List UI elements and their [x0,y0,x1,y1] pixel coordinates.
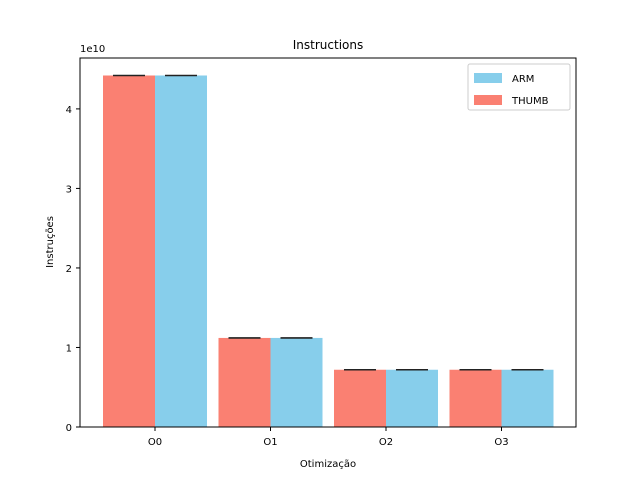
bars-group [103,75,554,427]
x-tick-label: O3 [494,437,508,448]
legend-label-arm: ARM [512,74,534,85]
bar-thumb-o2 [334,369,386,427]
bar-thumb-o3 [449,369,502,427]
legend-swatch-thumb [474,95,502,105]
y-ticks-group: 0 1 2 3 4 [66,105,80,434]
x-axis-label: Otimização [300,459,356,470]
y-tick-label: 1 [66,343,72,354]
legend: ARM THUMB [467,63,571,111]
y-axis-label: Instruções [45,216,56,268]
legend-swatch-arm [474,73,502,83]
bar-arm-o2 [386,369,438,427]
y-tick-label: 0 [66,423,72,434]
bar-thumb-o0 [103,75,155,427]
legend-label-thumb: THUMB [511,96,549,107]
x-ticks-group: O0 O1 O2 O3 [148,427,509,448]
bar-thumb-o1 [218,337,271,427]
x-tick-label: O1 [263,437,277,448]
offset-label: 1e10 [80,44,105,55]
x-tick-label: O0 [148,437,162,448]
bar-arm-o1 [270,337,323,427]
bar-arm-o0 [155,75,207,427]
error-bars-group [113,74,544,371]
chart-title: Instructions [293,38,363,52]
plot-frame [79,57,577,428]
y-tick-label: 3 [66,184,72,195]
bar-arm-o3 [501,369,554,427]
x-tick-label: O2 [379,437,393,448]
y-tick-label: 2 [66,264,72,275]
y-tick-label: 4 [66,105,72,116]
